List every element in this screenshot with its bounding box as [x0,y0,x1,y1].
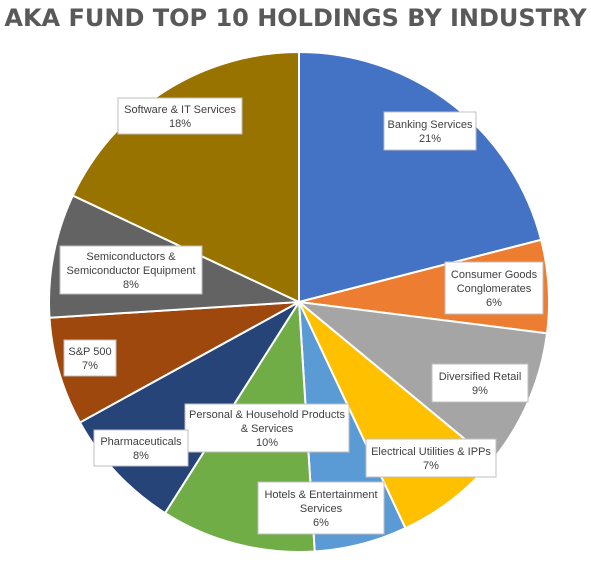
callout-box [444,261,544,315]
data-label-text: Hotels & Entertainment [264,489,377,501]
callout-box [93,429,189,467]
data-label-percent: 21% [419,133,441,145]
data-label-semiconductors-and-semiconductor-equipment: Semiconductors & Semiconductor Equipment 8… [59,245,203,295]
data-label-text: Consumer Goods [451,269,538,281]
data-label-text: Conglomerates [457,283,532,295]
data-label-percent: 8% [123,279,139,291]
chart-title: AKA FUND TOP 10 HOLDINGS BY INDUSTRY [4,4,587,32]
data-label-diversified-retail: Diversified Retail 9% [431,363,529,403]
data-label-text: Electrical Utilities & IPPs [371,446,491,458]
data-label-percent: 7% [423,460,439,472]
data-label-sandp-500: S&P 500 7% [63,339,117,377]
data-label-text: Pharmaceuticals [100,436,182,448]
callout-box [117,97,243,135]
data-label-text: Diversified Retail [439,371,522,383]
data-label-text: Banking Services [388,119,473,131]
data-label-percent: 6% [313,517,329,529]
data-label-percent: 9% [472,385,488,397]
data-label-electrical-utilities-and-ipps: Electrical Utilities & IPPs 7% [365,438,497,478]
data-label-consumer-goods-conglomerates: Consumer Goods Conglomerates 6% [444,261,544,315]
data-label-percent: 10% [256,437,278,449]
data-label-text: Semiconductors & [86,251,176,263]
data-label-text: & Services [241,423,294,435]
data-labels: Banking Services 21% Consumer Goods Conglom… [59,97,544,535]
data-label-personal-and-household-products-and-services: Personal & Household Products & Services 1… [184,403,350,453]
data-label-hotels-and-entertainment-services: Hotels & Entertainment Services 6% [257,481,385,535]
callout-box [257,481,385,535]
data-label-software-and-it-services: Software & IT Services 18% [117,97,243,135]
data-label-percent: 18% [169,118,191,130]
data-label-pharmaceuticals: Pharmaceuticals 8% [93,429,189,467]
data-label-percent: 6% [486,297,502,309]
data-label-banking-services: Banking Services 21% [383,111,477,151]
callout-box [365,438,497,478]
data-label-text: Personal & Household Products [189,409,345,421]
callout-box [63,339,117,377]
data-label-text: S&P 500 [68,346,111,358]
pie-slice-banking-services [298,50,543,304]
data-label-text: Semiconductor Equipment [66,265,195,277]
data-label-percent: 8% [133,450,149,462]
callout-box [184,403,350,453]
data-label-text: Services [300,503,343,515]
data-label-percent: 7% [82,360,98,372]
pie-slice-sandp-500 [48,301,300,424]
callout-box [383,111,477,151]
callout-box [59,245,203,295]
callout-box [431,363,529,403]
data-label-text: Software & IT Services [124,104,236,116]
